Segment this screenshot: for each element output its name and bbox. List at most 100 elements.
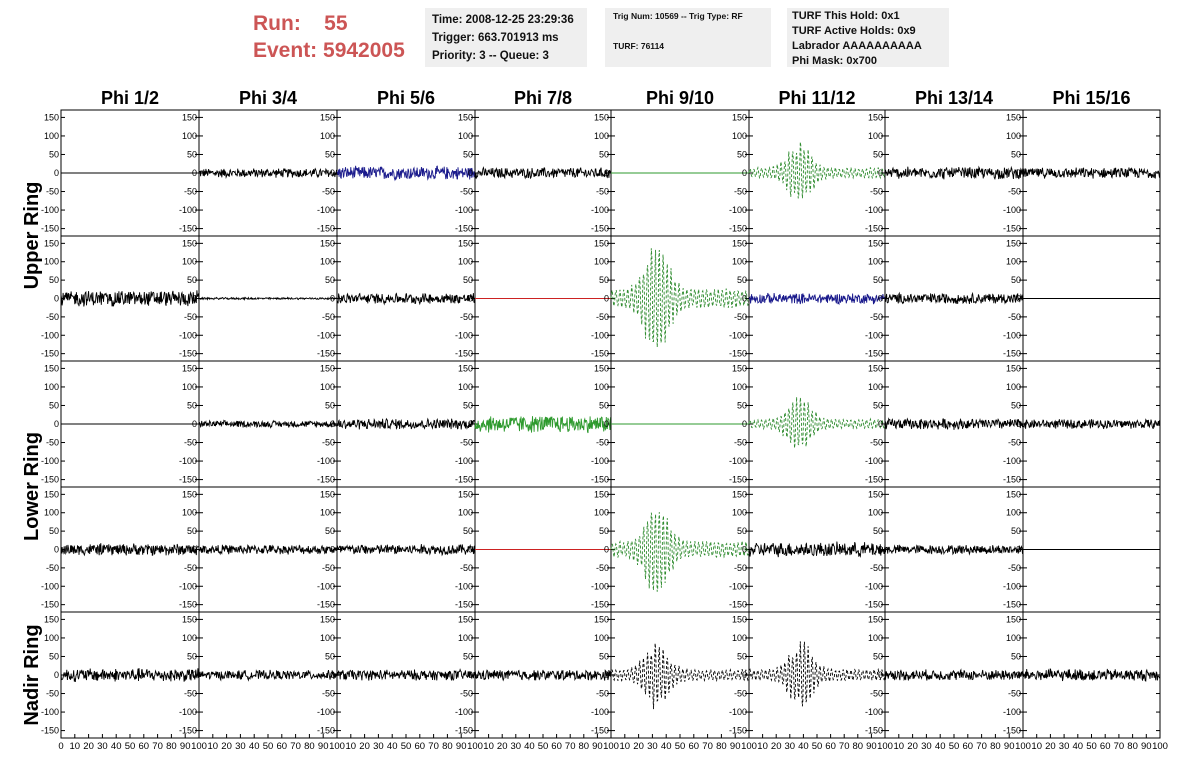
y-tick-label: 100	[44, 508, 59, 518]
y-tick-label: -150	[179, 600, 197, 610]
y-tick-label: -100	[1003, 707, 1021, 717]
x-tick-label: 90	[1141, 741, 1152, 752]
y-tick-label: -150	[591, 726, 609, 736]
trigger-info-box: Trig Num: 10569 -- Trig Type: RF TURF: 7…	[605, 8, 771, 67]
y-tick-label: 50	[463, 526, 473, 536]
x-tick-label: 60	[825, 741, 836, 752]
y-tick-label: -150	[455, 475, 473, 485]
y-tick-label: 100	[182, 633, 197, 643]
x-tick-label: 80	[716, 741, 727, 752]
y-tick-label: -100	[1003, 205, 1021, 215]
x-tick-label: 80	[990, 741, 1001, 752]
x-tick-label: 50	[401, 741, 412, 752]
panel-frame	[748, 109, 886, 237]
y-tick-label: 100	[320, 257, 335, 267]
waveform-series	[474, 669, 612, 682]
x-tick-label: 30	[97, 741, 108, 752]
turf-info-box: TURF This Hold: 0x1 TURF Active Holds: 0…	[787, 8, 949, 67]
y-tick-label: 0	[742, 294, 747, 304]
y-tick-label: -150	[729, 224, 747, 234]
y-tick-label: 50	[325, 149, 335, 159]
y-tick-label: -150	[455, 224, 473, 234]
x-tick-label: 90	[866, 741, 877, 752]
y-tick-label: 150	[732, 112, 747, 122]
y-tick-label: 100	[594, 508, 609, 518]
waveform-series	[60, 290, 200, 307]
x-tick-label: 70	[1114, 741, 1125, 752]
waveform-series	[884, 417, 1024, 430]
y-tick-label: 0	[192, 294, 197, 304]
y-tick-label: -100	[591, 581, 609, 591]
y-tick-label: -100	[41, 581, 59, 591]
y-tick-label: 50	[873, 651, 883, 661]
y-tick-label: 50	[463, 400, 473, 410]
y-tick-label: -50	[460, 563, 473, 573]
y-tick-label: 50	[49, 275, 59, 285]
y-tick-label: 0	[604, 168, 609, 178]
y-tick-label: -50	[734, 563, 747, 573]
y-tick-label: -50	[1008, 563, 1021, 573]
y-tick-label: 100	[732, 382, 747, 392]
x-tick-label: 50	[812, 741, 823, 752]
y-tick-label: 0	[604, 545, 609, 555]
y-tick-label: 50	[325, 400, 335, 410]
y-tick-label: -100	[41, 456, 59, 466]
y-tick-label: 150	[182, 614, 197, 624]
y-tick-label: 50	[599, 400, 609, 410]
y-tick-label: -150	[317, 349, 335, 359]
x-tick-label: 60	[963, 741, 974, 752]
y-tick-label: 100	[44, 131, 59, 141]
y-tick-label: 0	[330, 419, 335, 429]
x-tick-label: 60	[139, 741, 150, 752]
y-tick-label: -100	[317, 707, 335, 717]
y-tick-label: 100	[1006, 257, 1021, 267]
y-tick-label: 100	[458, 257, 473, 267]
y-tick-label: 0	[878, 168, 883, 178]
x-tick-label: 10	[1031, 741, 1042, 752]
y-tick-label: -50	[1008, 312, 1021, 322]
y-tick-label: 150	[320, 363, 335, 373]
x-tick-label: 30	[647, 741, 658, 752]
y-tick-label: 50	[873, 526, 883, 536]
x-tick-label: 20	[907, 741, 918, 752]
y-tick-label: -50	[1008, 187, 1021, 197]
y-tick-label: 0	[192, 545, 197, 555]
x-tick-label: 40	[1073, 741, 1084, 752]
y-tick-label: 0	[878, 670, 883, 680]
y-tick-label: 0	[468, 168, 473, 178]
y-tick-label: -50	[184, 187, 197, 197]
x-tick-label: 10	[346, 741, 357, 752]
y-tick-label: -50	[596, 563, 609, 573]
x-tick-label: 10	[208, 741, 219, 752]
waveform-series	[198, 167, 338, 179]
waveform-series	[748, 396, 886, 449]
y-tick-label: 150	[44, 363, 59, 373]
x-tick-label: 40	[798, 741, 809, 752]
y-tick-label: 50	[49, 149, 59, 159]
phi-mask-line: Phi Mask: 0x700	[792, 55, 877, 67]
x-tick-label: 30	[373, 741, 384, 752]
y-tick-label: 50	[49, 526, 59, 536]
turf-line: TURF: 76114	[613, 41, 665, 51]
waveform-series	[60, 543, 200, 557]
column-title: Phi 3/4	[239, 88, 297, 108]
y-tick-label: 100	[182, 257, 197, 267]
waveform-series	[474, 166, 612, 180]
y-tick-label: -50	[870, 312, 883, 322]
x-tick-label: 50	[949, 741, 960, 752]
y-tick-label: -50	[46, 563, 59, 573]
y-tick-label: -150	[865, 726, 883, 736]
y-tick-label: 50	[325, 526, 335, 536]
y-tick-label: -150	[865, 349, 883, 359]
waveform-series	[198, 296, 338, 302]
x-tick-label: 20	[497, 741, 508, 752]
y-tick-label: -150	[729, 726, 747, 736]
x-tick-label: 10	[894, 741, 905, 752]
y-tick-label: -150	[591, 224, 609, 234]
x-tick-label: 100	[1152, 741, 1168, 752]
y-tick-label: 50	[737, 526, 747, 536]
y-tick-label: 150	[44, 238, 59, 248]
y-tick-label: -100	[455, 707, 473, 717]
y-tick-label: 50	[1011, 149, 1021, 159]
y-tick-label: 0	[330, 294, 335, 304]
